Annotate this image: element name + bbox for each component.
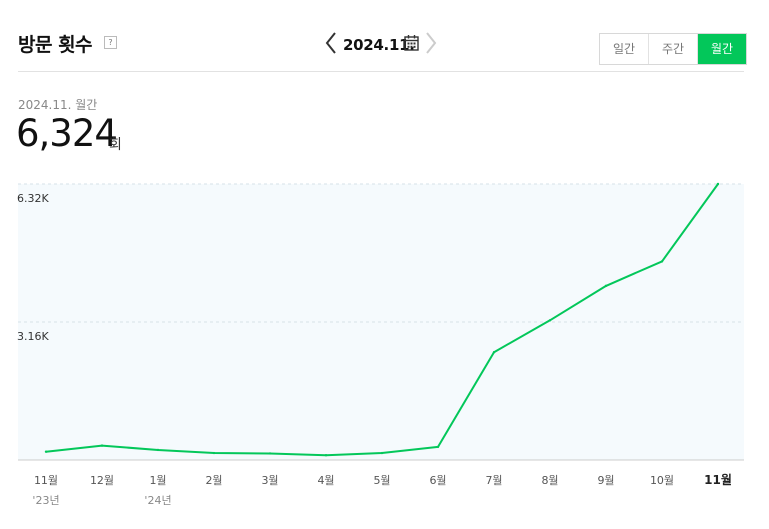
year-label: '24년: [144, 494, 171, 507]
header: 방문 횟수 ? 2024.11. 일간 주간 월간: [0, 0, 769, 72]
x-tick-label: 1월: [149, 474, 166, 487]
data-point: [548, 319, 552, 322]
x-tick-label: 9월: [597, 474, 614, 487]
data-point: [716, 182, 720, 186]
data-point: [380, 451, 384, 455]
data-point: [492, 351, 496, 354]
data-point: [212, 451, 216, 455]
help-icon[interactable]: ?: [104, 36, 117, 49]
x-tick-label: 4월: [317, 474, 334, 487]
tab-monthly[interactable]: 월간: [698, 34, 746, 64]
data-point: [156, 448, 160, 452]
x-tick-label: 3월: [261, 474, 278, 487]
chevron-right-icon[interactable]: [424, 30, 438, 56]
header-divider: [18, 71, 744, 72]
summary-period: 2024.11. 월간: [18, 98, 98, 112]
data-point: [44, 450, 48, 453]
period-tabs: 일간 주간 월간: [599, 33, 747, 65]
data-point: [660, 260, 664, 263]
x-tick-label: 12월: [90, 474, 114, 487]
year-label: '23년: [32, 494, 59, 507]
x-tick-label: 11월: [34, 474, 58, 487]
x-tick-label: 8월: [541, 474, 558, 487]
x-tick-label: 11월: [704, 472, 732, 487]
data-point: [100, 444, 104, 447]
x-tick-label: 7월: [485, 474, 502, 487]
x-tick-label: 5월: [373, 474, 390, 487]
y-tick-label: 3.16K: [17, 330, 49, 343]
data-point: [324, 453, 328, 457]
x-tick-label: 2월: [205, 474, 222, 487]
current-date: 2024.11.: [343, 36, 415, 54]
calendar-icon[interactable]: [404, 35, 419, 51]
y-tick-label: 6.32K: [17, 192, 49, 205]
page-title: 방문 횟수: [18, 34, 93, 56]
visits-line-chart: 3.16K 6.32K 11월 '23년 12월 1월 '24년 2월 3월 4월 5월 6월 7월 8월…: [17, 182, 744, 507]
data-point: [436, 445, 440, 449]
tab-weekly[interactable]: 주간: [649, 34, 698, 64]
tab-daily[interactable]: 일간: [600, 34, 649, 64]
x-tick-label: 6월: [429, 474, 446, 487]
data-point: [604, 284, 608, 288]
summary-unit: 회: [109, 137, 122, 153]
data-point: [268, 452, 272, 455]
summary-value: 6,324: [16, 112, 118, 155]
x-tick-label: 10월: [650, 474, 674, 487]
chevron-left-icon[interactable]: [324, 30, 338, 56]
